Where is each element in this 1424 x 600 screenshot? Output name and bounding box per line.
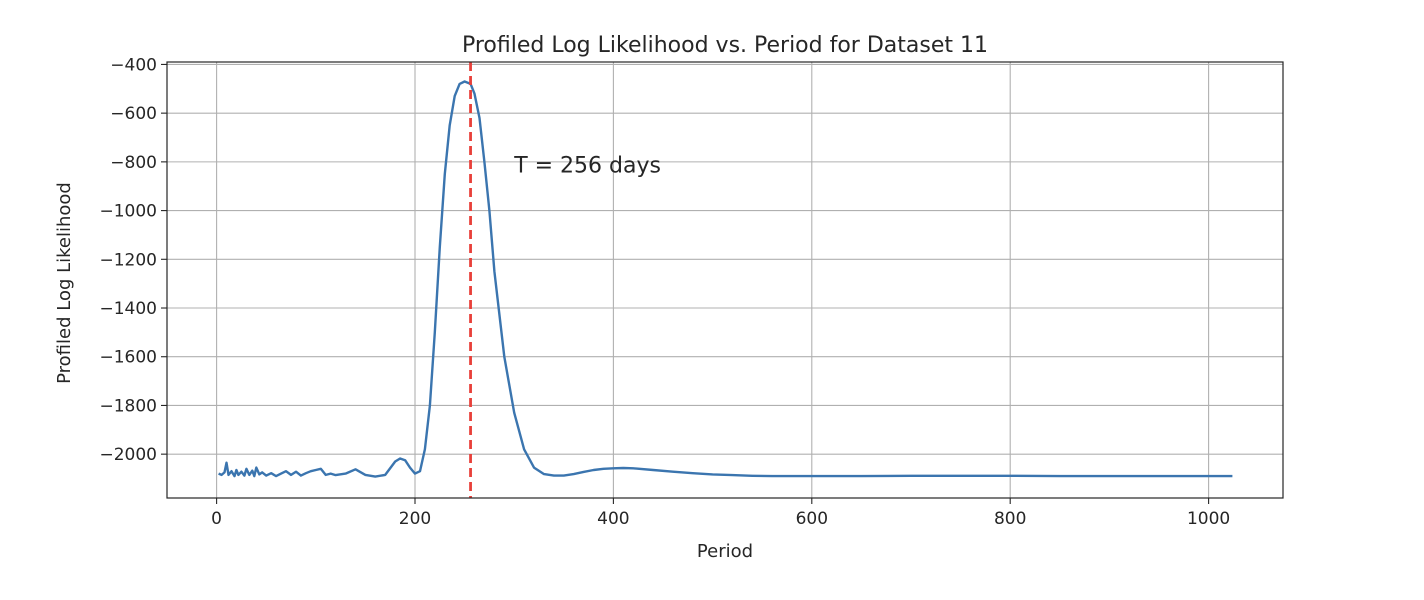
plot-background [167, 62, 1283, 498]
x-tick-label: 0 [211, 509, 222, 529]
x-tick-label: 1000 [1187, 509, 1230, 529]
ticks: 0 200 400 600 800 1000 −2000 −1800 −1600 −1400 −12… [99, 55, 1230, 529]
chart-title: Profiled Log Likelihood vs. Period for D… [462, 33, 988, 58]
y-tick-label: −1600 [99, 348, 157, 368]
x-tick-label: 200 [399, 509, 431, 529]
y-axis-label: Profiled Log Likelihood [54, 182, 75, 384]
x-tick-label: 400 [597, 509, 629, 529]
y-tick-label: −2000 [99, 445, 157, 465]
grid [167, 62, 1283, 498]
likelihood-line [218, 80, 1233, 478]
y-tick-label: −800 [110, 153, 157, 173]
y-tick-label: −1400 [99, 299, 157, 319]
x-tick-label: 800 [994, 509, 1026, 529]
y-tick-label: −600 [110, 104, 157, 124]
x-axis-label: Period [697, 541, 753, 562]
y-tick-label: −1000 [99, 202, 157, 222]
peak-annotation: T = 256 days [513, 153, 661, 178]
x-tick-label: 600 [796, 509, 828, 529]
series-layer [218, 80, 1233, 478]
y-tick-label: −1200 [99, 250, 157, 270]
y-tick-label: −1800 [99, 396, 157, 416]
y-tick-label: −400 [110, 55, 157, 75]
plot-frame [166, 61, 1284, 499]
